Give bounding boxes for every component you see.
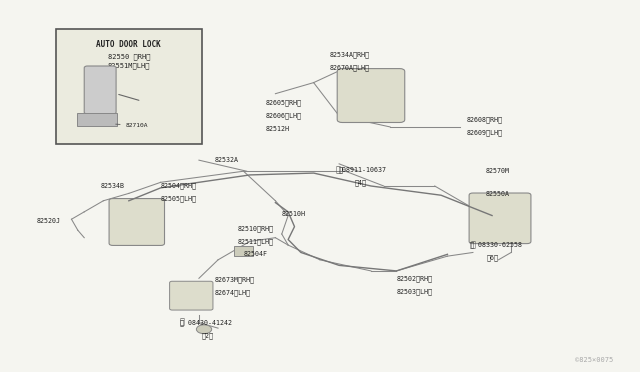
Text: 82503（LH）: 82503（LH）	[396, 288, 433, 295]
FancyBboxPatch shape	[84, 66, 116, 114]
Circle shape	[196, 325, 212, 334]
Text: 82534A（RH）: 82534A（RH）	[330, 52, 369, 58]
Text: 82551M（LH）: 82551M（LH）	[108, 62, 150, 69]
Text: Ⓝ: Ⓝ	[335, 165, 340, 174]
Text: 82511（LH）: 82511（LH）	[237, 238, 273, 245]
FancyBboxPatch shape	[56, 29, 202, 144]
Text: （2）: （2）	[202, 332, 214, 339]
Text: 82510（RH）: 82510（RH）	[237, 225, 273, 232]
Text: Ｓ 08330-62558: Ｓ 08330-62558	[470, 242, 522, 248]
Text: Ⓢ: Ⓢ	[470, 241, 476, 250]
FancyBboxPatch shape	[170, 281, 213, 310]
Text: 82505（LH）: 82505（LH）	[161, 196, 196, 202]
Text: AUTO DOOR LOCK: AUTO DOOR LOCK	[97, 40, 161, 49]
Text: 82504F: 82504F	[244, 251, 268, 257]
Text: Ｎ08911-10637: Ｎ08911-10637	[339, 166, 387, 173]
Text: 82606（LH）: 82606（LH）	[266, 113, 302, 119]
Text: 82510H: 82510H	[282, 211, 306, 217]
Text: 82534B: 82534B	[100, 183, 124, 189]
Text: 82502（RH）: 82502（RH）	[396, 275, 433, 282]
FancyBboxPatch shape	[77, 113, 117, 126]
Text: 82710A: 82710A	[116, 123, 148, 128]
Text: 82512H: 82512H	[266, 126, 290, 132]
FancyBboxPatch shape	[469, 193, 531, 244]
Text: 82504（RH）: 82504（RH）	[161, 183, 196, 189]
Text: ©825×0075: ©825×0075	[575, 357, 613, 363]
Text: 82670A（LH）: 82670A（LH）	[330, 65, 369, 71]
Text: 82673M（RH）: 82673M（RH）	[215, 277, 255, 283]
Text: 82520J: 82520J	[36, 218, 60, 224]
FancyBboxPatch shape	[109, 199, 164, 246]
Text: （6）: （6）	[487, 255, 499, 261]
Text: 82608（RH）: 82608（RH）	[467, 116, 502, 123]
Text: （4）: （4）	[355, 179, 367, 186]
Text: 82532A: 82532A	[215, 157, 239, 163]
Text: 82550 （RH）: 82550 （RH）	[108, 53, 150, 60]
Text: Ⓢ: Ⓢ	[180, 317, 185, 326]
Text: 82550A: 82550A	[486, 191, 509, 197]
Text: 82570M: 82570M	[486, 168, 509, 174]
Text: 82609（LH）: 82609（LH）	[467, 129, 502, 136]
Text: 82605（RH）: 82605（RH）	[266, 100, 302, 106]
FancyBboxPatch shape	[337, 68, 404, 122]
Text: 82674（LH）: 82674（LH）	[215, 290, 251, 296]
Text: Ｓ 08430-41242: Ｓ 08430-41242	[180, 319, 232, 326]
Bar	[234, 246, 253, 256]
